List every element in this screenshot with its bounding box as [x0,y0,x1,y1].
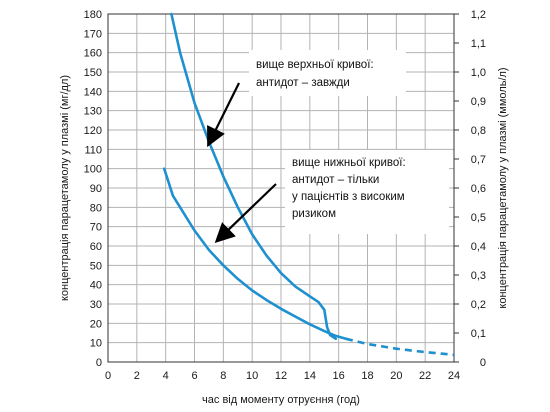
x-tick-label: 16 [333,370,345,382]
series-lines [162,12,455,357]
y-tick-label: 10 [90,338,102,350]
y-tick-label: 0 [96,357,102,369]
annotation-text-line: вище нижньої кривої: [292,157,406,169]
x-axis-title: час від моменту отруєння (год) [202,394,360,406]
annotation-text-line: антидот – завжди [256,77,350,89]
y2-tick-label: 0,5 [471,212,486,224]
x-tick-label: 4 [163,370,169,382]
x-tick-label: 8 [220,370,226,382]
y-tick-label: 180 [84,9,102,21]
y2-tick-label: 0,3 [471,270,486,282]
x-tick-labels: 0 2 4 6 8 10 12 14 16 18 20 22 24 [105,370,460,382]
y-tick-label: 70 [90,222,102,234]
y-axis-title: концентрація парацетамолу у плазмі (мг/д… [59,75,71,301]
x-tick-label: 18 [361,370,373,382]
y-tick-label: 120 [84,125,102,137]
x-tick-label: 20 [390,370,402,382]
y2-tick-label: 0 [480,357,486,369]
y2-tick-label: 0,9 [471,96,486,108]
y-tick-label: 170 [84,28,102,40]
annotation-arrow [207,82,240,148]
y2-tick-label: 0,2 [471,299,486,311]
y2-tick-labels: 0 0,1 0,2 0,3 0,4 0,5 0,6 0,7 0,8 0,9 1,0 1,1 1,2 [454,9,486,369]
annotation-text-line: антидот – тільки [292,174,379,186]
y-tick-label: 30 [90,299,102,311]
series-line-lower [162,167,348,341]
annotation-text-line: ризиком [292,208,336,220]
y-tick-label: 90 [90,183,102,195]
annotation-text-line: вище верхньої кривої: [256,59,374,71]
y-tick-label: 150 [84,67,102,79]
y-tick-labels: 0 10 20 30 40 50 60 70 80 90 100 110 120 130 140 150 160… [84,9,102,369]
y-tick-label: 80 [90,202,102,214]
y2-tick-label: 1,0 [471,67,486,79]
x-tick-label: 2 [134,370,140,382]
x-tick-label: 24 [448,370,460,382]
series-line-extension [345,337,455,357]
y2-tick-label: 0,4 [471,241,486,253]
y2-tick-label: 0,1 [471,328,486,340]
series-line-upper [170,12,338,341]
y-tick-label: 50 [90,260,102,272]
annotation-text-line: у пацієнтів з високим [292,191,405,203]
x-tick-label: 10 [246,370,258,382]
y2-tick-label: 1,2 [471,9,486,21]
y-tick-label: 130 [84,106,102,118]
y-tick-label: 140 [84,86,102,98]
y-tick-label: 60 [90,241,102,253]
annotation-texts: вище верхньої кривої: антидот – завжди вищ… [256,59,406,220]
y2-tick-label: 0,6 [471,183,486,195]
y2-tick-label: 1,1 [471,38,486,50]
y-tick-label: 40 [90,280,102,292]
y2-tick-label: 0,8 [471,125,486,137]
y-tick-label: 100 [84,164,102,176]
y-tick-label: 20 [90,318,102,330]
x-tick-label: 6 [191,370,197,382]
y2-axis-title: концентрація парацетамолу у плазмі (ммол… [497,67,509,308]
annotation-boxes [249,50,449,234]
annotation-arrows [207,82,277,243]
x-tick-label: 22 [419,370,431,382]
x-tick-label: 0 [105,370,111,382]
annotation-arrow [214,183,277,243]
annotation-box [249,50,406,96]
annotation-box [285,150,449,234]
y2-tick-label: 0,7 [471,154,486,166]
y-tick-label: 110 [84,144,102,156]
x-tick-label: 12 [275,370,287,382]
y-tick-label: 160 [84,48,102,60]
x-tick-label: 14 [304,370,316,382]
